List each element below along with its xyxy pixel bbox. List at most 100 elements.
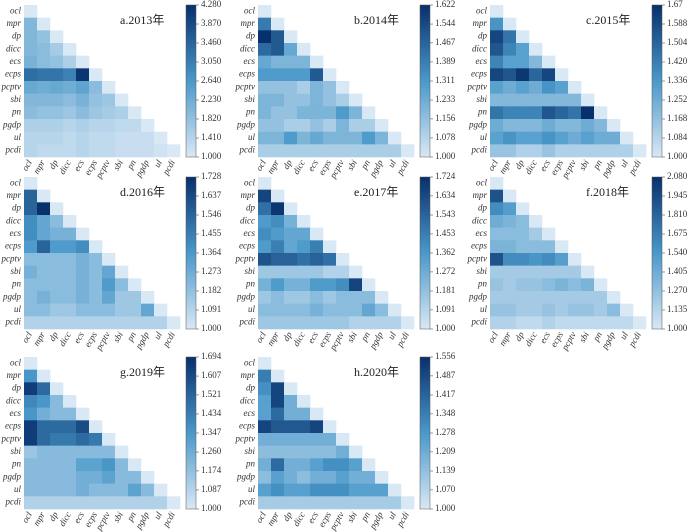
- colorbar: [185, 176, 197, 330]
- heat-cell: [258, 496, 272, 510]
- heat-cell: [310, 93, 324, 107]
- heat-cell: [50, 303, 64, 317]
- x-tick-label: mpr: [497, 158, 513, 176]
- y-tick-label: dp: [246, 31, 256, 41]
- heat-cell: [568, 316, 582, 330]
- heat-cell: [271, 30, 285, 44]
- y-tick-label: ecps: [5, 421, 21, 431]
- colorbar-label: 1.087: [201, 484, 222, 494]
- heat-cell: [555, 106, 569, 120]
- colorbar-label: 1.544: [435, 18, 456, 28]
- colorbar-label: 1.546: [201, 209, 222, 219]
- chart-title: h.2020年: [354, 365, 399, 379]
- heat-cell: [258, 445, 272, 459]
- heat-cell: [297, 471, 311, 484]
- heat-cell: [516, 131, 530, 145]
- heat-cell: [503, 43, 517, 56]
- heat-cell: [89, 471, 103, 484]
- heat-cell: [516, 316, 530, 330]
- heat-cell: [115, 278, 129, 292]
- heat-cell: [310, 131, 324, 145]
- heat-cell: [490, 278, 504, 292]
- heat-cell: [24, 17, 38, 31]
- chart-title: b.2014年: [354, 13, 399, 27]
- y-tick-label: ul: [480, 132, 488, 142]
- y-tick-label: pcdi: [239, 145, 256, 155]
- heat-cell: [89, 420, 103, 434]
- heat-cell: [24, 303, 38, 317]
- heat-cell: [297, 119, 311, 132]
- heat-cell: [542, 253, 556, 266]
- heat-cell: [542, 106, 556, 120]
- heat-cell: [258, 357, 272, 370]
- heat-cell: [490, 68, 504, 82]
- heat-cell: [503, 265, 517, 279]
- heat-cell: [362, 483, 376, 497]
- heat-cell: [128, 458, 142, 472]
- heat-cell: [555, 253, 569, 266]
- heat-cell: [323, 496, 337, 510]
- heat-cell: [323, 471, 337, 484]
- colorbar-label: 3.460: [201, 37, 222, 47]
- heat-cell: [37, 278, 51, 292]
- heat-cell: [310, 496, 324, 510]
- heat-cell: [128, 119, 142, 132]
- x-tick-label: ul: [618, 158, 630, 169]
- heat-cell: [375, 496, 389, 510]
- heat-cell: [102, 119, 116, 132]
- heat-cell: [115, 119, 129, 132]
- heat-cell: [490, 43, 504, 56]
- heat-cell: [607, 303, 621, 317]
- heat-cell: [102, 265, 116, 279]
- heat-cell: [76, 458, 90, 472]
- heat-cell: [115, 291, 129, 304]
- heat-cell: [581, 303, 595, 317]
- heat-cell: [50, 253, 64, 266]
- y-tick-label: pcdi: [471, 145, 488, 155]
- heat-cell: [50, 265, 64, 279]
- y-tick-label: ocl: [244, 357, 255, 367]
- heat-cell: [607, 144, 621, 158]
- heat-cell: [529, 316, 543, 330]
- heat-cell: [490, 265, 504, 279]
- heat-cell: [529, 106, 543, 120]
- heat-cell: [50, 55, 64, 69]
- heat-cell: [63, 445, 77, 459]
- heat-cell: [310, 420, 324, 434]
- heat-cell: [154, 303, 168, 317]
- heat-cell: [362, 291, 376, 304]
- colorbar: [419, 4, 431, 158]
- heat-cell: [50, 483, 64, 497]
- heat-cell: [271, 93, 285, 107]
- heat-cell: [323, 106, 337, 120]
- heat-cell: [258, 265, 272, 279]
- y-tick-label: pcptv: [1, 81, 22, 91]
- x-tick-label: dicc: [523, 158, 539, 176]
- heat-cell: [323, 433, 337, 446]
- heat-cell: [271, 55, 285, 69]
- heat-cell: [503, 30, 517, 44]
- heat-cell: [258, 433, 272, 446]
- heat-cell: [24, 43, 38, 56]
- colorbar-label: 1.694: [201, 351, 222, 361]
- heat-cell: [271, 68, 285, 82]
- heat-cell: [37, 17, 51, 31]
- heat-cell: [336, 119, 350, 132]
- x-tick-label: dicc: [57, 330, 73, 348]
- x-tick-label: pcdi: [160, 510, 177, 530]
- heat-cell: [24, 202, 38, 216]
- heat-cell: [37, 253, 51, 266]
- heat-cell: [336, 253, 350, 266]
- y-tick-label: sbi: [244, 446, 255, 456]
- y-tick-label: dp: [246, 383, 256, 393]
- heat-cell: [258, 17, 272, 31]
- y-tick-label: dicc: [240, 43, 255, 53]
- heat-cell: [102, 471, 116, 484]
- heat-cell: [490, 240, 504, 254]
- heat-cell: [258, 458, 272, 472]
- heat-cell: [37, 496, 51, 510]
- heat-cell: [490, 303, 504, 317]
- colorbar-label: 1.336: [667, 75, 688, 85]
- x-tick-label: ul: [152, 510, 164, 521]
- heat-cell: [24, 189, 38, 203]
